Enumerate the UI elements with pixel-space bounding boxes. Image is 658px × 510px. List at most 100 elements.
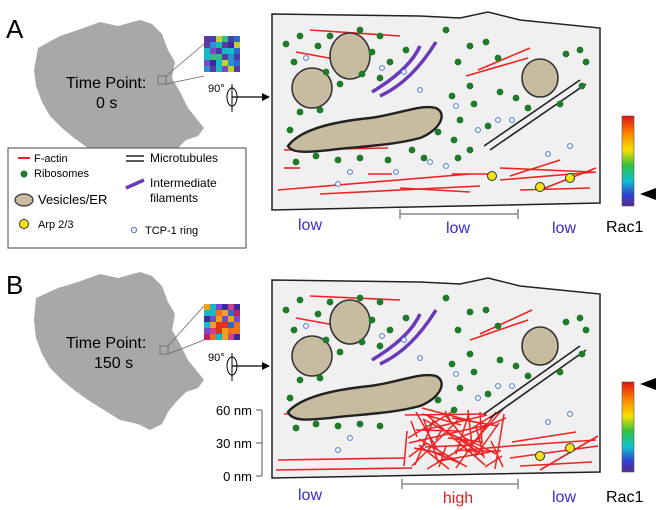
ribosome-dot	[494, 54, 502, 62]
rac1-pointer-b	[640, 378, 656, 390]
actin-filament	[427, 415, 486, 466]
heatmap-cell	[216, 48, 222, 54]
heatmap-cell	[216, 36, 222, 42]
ribosome-dot	[456, 384, 464, 392]
zoom-box-a	[157, 75, 167, 85]
actin-filament	[275, 467, 413, 471]
heatmap-cell	[216, 60, 222, 66]
level-mid-a: low	[446, 220, 470, 237]
ribosome-dot	[316, 374, 324, 382]
ribosome-dot	[376, 298, 384, 306]
actin-filament	[410, 420, 418, 438]
endoplasmic-reticulum	[286, 373, 443, 421]
intermediate-filament	[379, 41, 438, 98]
heatmap-cell	[228, 48, 234, 54]
heatmap-cell	[216, 316, 222, 322]
tcp-ring	[443, 163, 449, 169]
heatmap-cell	[234, 60, 240, 66]
tcp-ring	[393, 169, 399, 175]
microtubule	[483, 345, 581, 415]
ribosome-dot	[286, 394, 294, 402]
scale-0nm: 0 nm	[223, 469, 252, 484]
microtubule	[489, 349, 587, 419]
ribosome-dot	[482, 306, 490, 314]
range-bracket-b	[401, 479, 519, 489]
legend-vesicle-swatch	[14, 193, 34, 207]
intermediate-filament	[371, 313, 422, 362]
legend-intermediate-label1: Intermediate	[150, 176, 217, 190]
heatmap-cell	[234, 54, 240, 60]
ribosome-dot	[466, 146, 474, 154]
ribosome-dot	[556, 100, 564, 108]
endoplasmic-reticulum	[286, 105, 443, 153]
actin-filament	[511, 431, 577, 443]
panel-b: B Time Point: 150 s 90° 60 nm 30 nm 0 nm…	[6, 270, 656, 507]
ribosome-dot	[336, 80, 344, 88]
actin-filament	[423, 414, 488, 431]
ribosome-dot	[376, 32, 384, 40]
heatmap-cell	[222, 48, 228, 54]
heatmap-cell	[222, 66, 228, 72]
tcp-ring	[509, 383, 515, 389]
ribosome-dot	[556, 368, 564, 376]
ribosome-dot	[356, 294, 364, 302]
ribosome-dot	[408, 146, 416, 154]
heatmap-cell	[228, 328, 234, 334]
legend-intermediate-swatch	[125, 178, 145, 190]
actin-filament	[319, 185, 481, 195]
heatmap-cell	[234, 334, 240, 340]
vesicle	[291, 67, 333, 109]
tcp-ring	[567, 143, 573, 149]
actin-filament	[411, 419, 459, 467]
ribosome-dot	[482, 38, 490, 46]
heatmap-cell	[222, 322, 228, 328]
cell-silhouette-b	[34, 272, 204, 430]
legend-actin-label: F-actin	[34, 153, 68, 165]
cell-silhouette-a	[34, 20, 204, 178]
ribosome-dot	[434, 128, 442, 136]
tcp-ring	[335, 447, 341, 453]
rac1-colorbar-b	[621, 381, 635, 473]
ribosome-dot	[312, 152, 320, 160]
actin-filament	[465, 57, 529, 77]
actin-filament	[277, 173, 471, 191]
panel-b-letter: B	[6, 270, 23, 300]
heatmap-cell	[222, 310, 228, 316]
heatmap-cell	[216, 42, 222, 48]
ribosome-dot	[290, 326, 298, 334]
heatmap-cell	[222, 54, 228, 60]
zoom-connector-b2	[167, 339, 205, 355]
heatmap-cell	[222, 316, 228, 322]
legend-intermediate-label2: filaments	[150, 191, 198, 205]
heatmap-cell	[210, 42, 216, 48]
actin-filament	[403, 430, 408, 467]
heatmap-cell	[228, 304, 234, 310]
arp-complex	[565, 443, 575, 453]
zoom-connector-a	[165, 43, 205, 77]
tcp-ring	[545, 151, 551, 157]
level-right-b: low	[552, 489, 576, 506]
legend-arp-swatch	[19, 219, 29, 229]
arp-complex	[535, 182, 545, 192]
ribosome-dot	[470, 368, 478, 376]
heatmap-cell	[210, 322, 216, 328]
actin-filament	[435, 430, 442, 441]
ribosome-dot	[292, 424, 300, 432]
ribosome-dot	[334, 156, 342, 164]
legend-arp-label: Arp 2/3	[38, 219, 73, 231]
rotation-angle-a: 90°	[208, 83, 225, 95]
heatmap-cell	[216, 310, 222, 316]
ribosome-dot	[576, 314, 584, 322]
rac1-heatmap-a	[204, 36, 240, 72]
tcp-ring	[545, 419, 551, 425]
heatmap-cell	[234, 304, 240, 310]
ribosome-dot	[454, 58, 462, 66]
zoom-connector-a2	[165, 75, 205, 85]
ribosome-dot	[326, 32, 334, 40]
ribosome-dot	[386, 58, 394, 66]
cross-section-b-contents	[275, 294, 599, 471]
heatmap-cell	[210, 36, 216, 42]
actin-filament	[519, 461, 593, 467]
actin-filament	[454, 445, 511, 452]
ribosome-dot	[296, 32, 304, 40]
